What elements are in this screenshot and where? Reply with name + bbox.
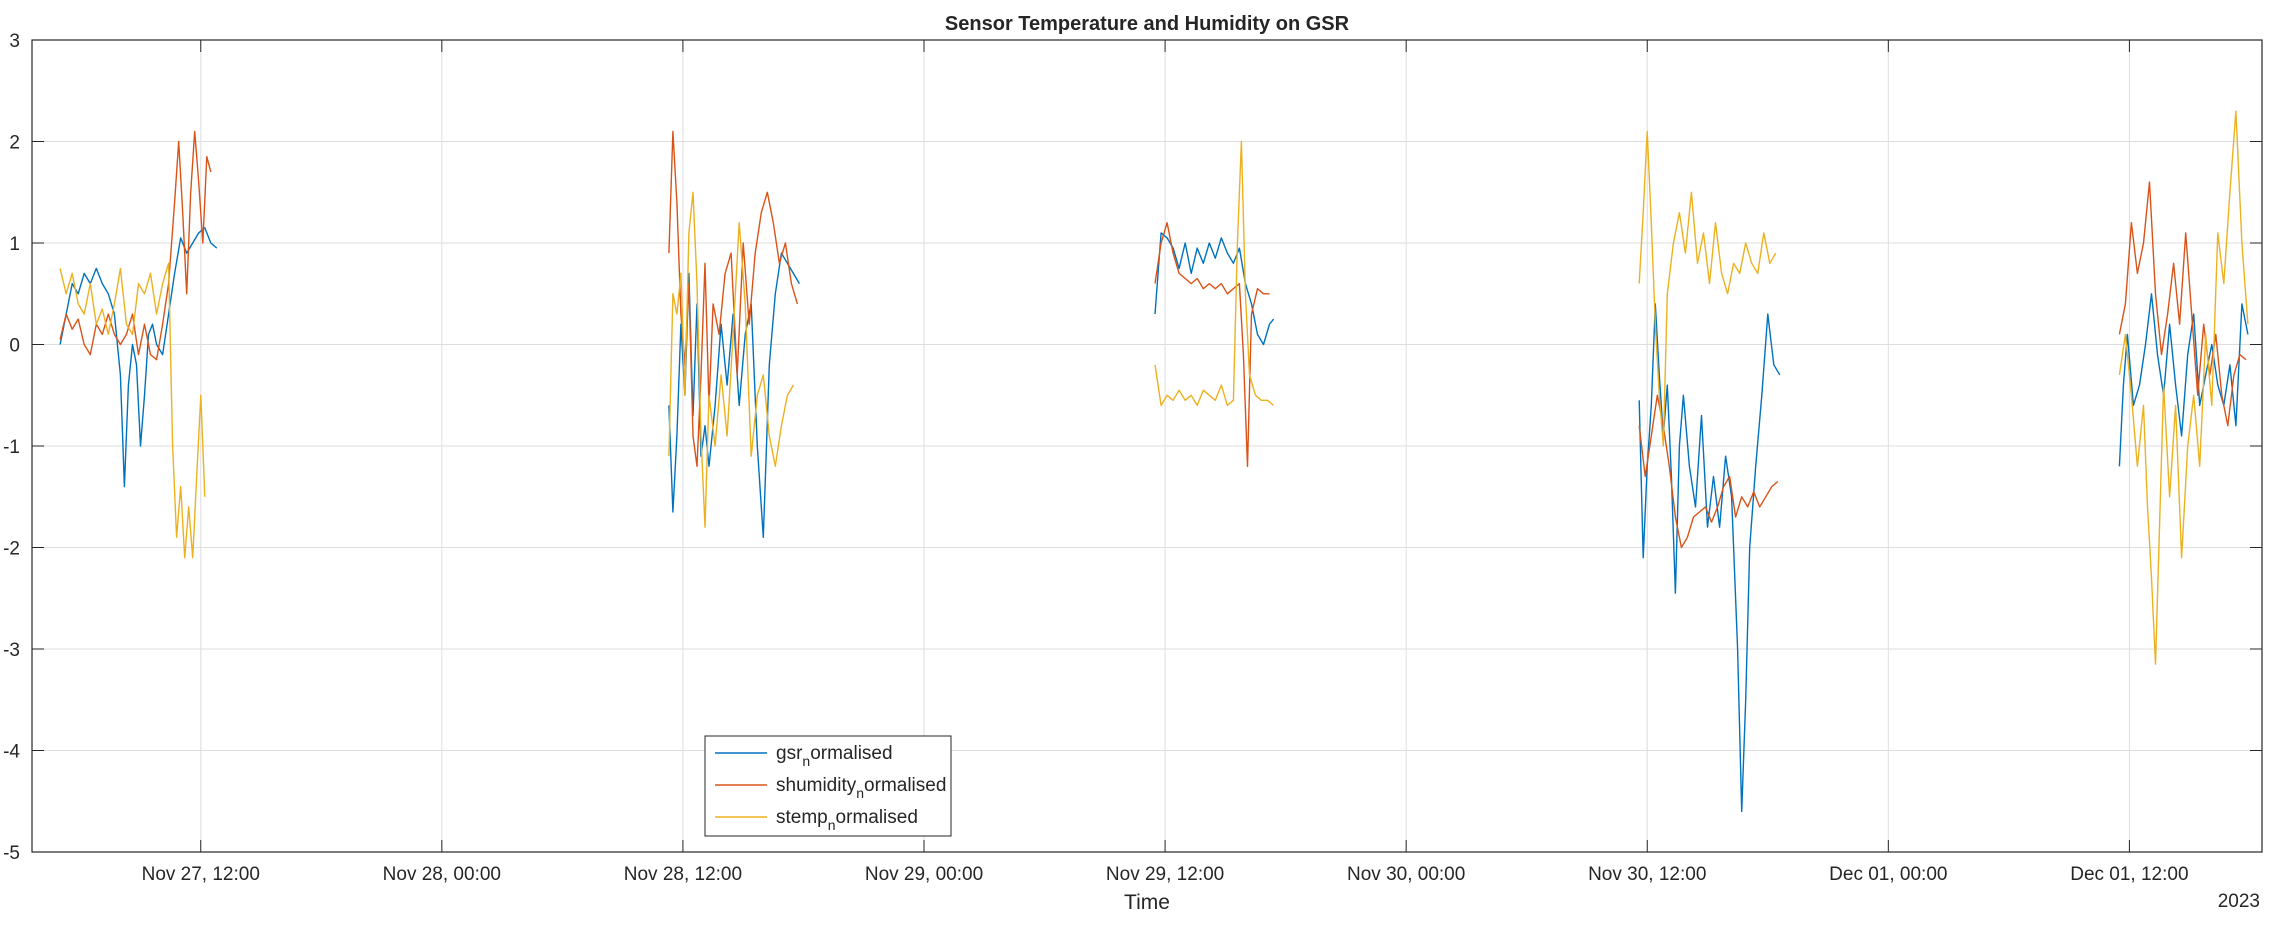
legend-label: gsrnormalised <box>776 743 893 769</box>
x-tick-label: Dec 01, 00:00 <box>1829 864 1947 885</box>
y-tick-label: 3 <box>9 31 20 52</box>
series-line <box>59 130 212 361</box>
x-tick-label: Nov 30, 12:00 <box>1588 864 1706 885</box>
y-tick-label: -4 <box>3 742 20 763</box>
series-line <box>2118 293 2249 467</box>
axis-ticks: -5 -4 -3 -2 -1 0 1 2 3 Nov 27, 12:00 Nov 28, 00:00… <box>3 31 2262 885</box>
series-stemp-normalised <box>59 110 2249 665</box>
y-tick-label: 2 <box>9 133 20 154</box>
x-axis-year-label: 2023 <box>2218 891 2260 912</box>
series-line <box>1638 303 1781 813</box>
x-tick-label: Nov 29, 00:00 <box>865 864 983 885</box>
x-tick-label: Nov 29, 12:00 <box>1106 864 1224 885</box>
series-line <box>668 191 795 528</box>
y-tick-label: -3 <box>3 640 20 661</box>
y-tick-label: -5 <box>3 843 20 864</box>
series-gsr-normalised <box>59 227 2249 813</box>
x-axis-label: Time <box>1124 891 1170 914</box>
legend-label: shumiditynormalised <box>776 775 946 801</box>
x-tick-label: Nov 28, 12:00 <box>624 864 742 885</box>
series-line <box>668 130 799 467</box>
y-tick-label: 1 <box>9 234 20 255</box>
y-tick-label: -1 <box>3 437 20 458</box>
y-tick-label: -2 <box>3 539 20 560</box>
series-line <box>1638 394 1779 549</box>
series-shumidity-normalised <box>59 130 2247 549</box>
grid <box>32 39 2262 853</box>
series-line <box>1154 221 1270 467</box>
x-tick-label: Nov 28, 00:00 <box>383 864 501 885</box>
x-tick-label: Dec 01, 12:00 <box>2070 864 2188 885</box>
series-line <box>59 262 206 559</box>
y-tick-label: 0 <box>9 336 20 357</box>
series-line <box>2118 181 2247 427</box>
legend: gsrnormalised shumiditynormalised stempnor… <box>704 735 952 837</box>
series-line <box>2118 110 2249 665</box>
x-tick-label: Nov 30, 00:00 <box>1347 864 1465 885</box>
series-lines <box>59 110 2249 813</box>
x-tick-label: Nov 27, 12:00 <box>142 864 260 885</box>
series-line <box>1638 130 1777 447</box>
series-line <box>1154 232 1275 346</box>
legend-label: stempnormalised <box>776 807 918 833</box>
chart-title: Sensor Temperature and Humidity on GSR <box>945 13 1350 35</box>
series-line <box>59 227 218 488</box>
series-line <box>1154 140 1275 407</box>
